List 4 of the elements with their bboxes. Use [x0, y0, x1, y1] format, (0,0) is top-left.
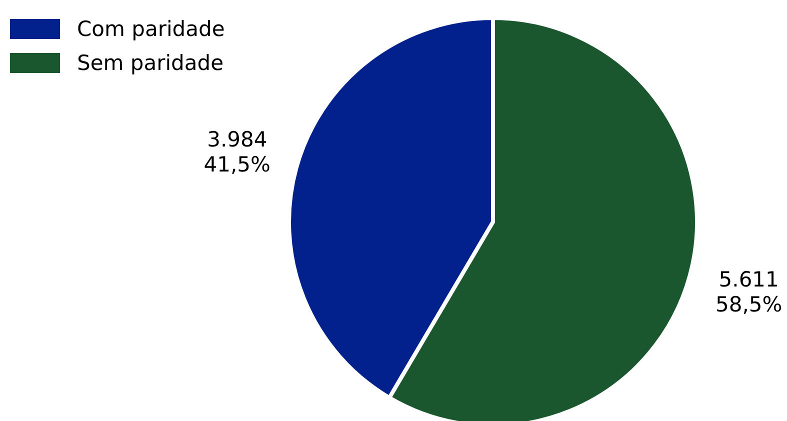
- legend-label: Sem paridade: [77, 51, 224, 75]
- legend-label: Com paridade: [77, 17, 225, 41]
- data-label: 3.984 41,5%: [204, 128, 271, 177]
- data-label: 5.611 58,5%: [715, 267, 782, 316]
